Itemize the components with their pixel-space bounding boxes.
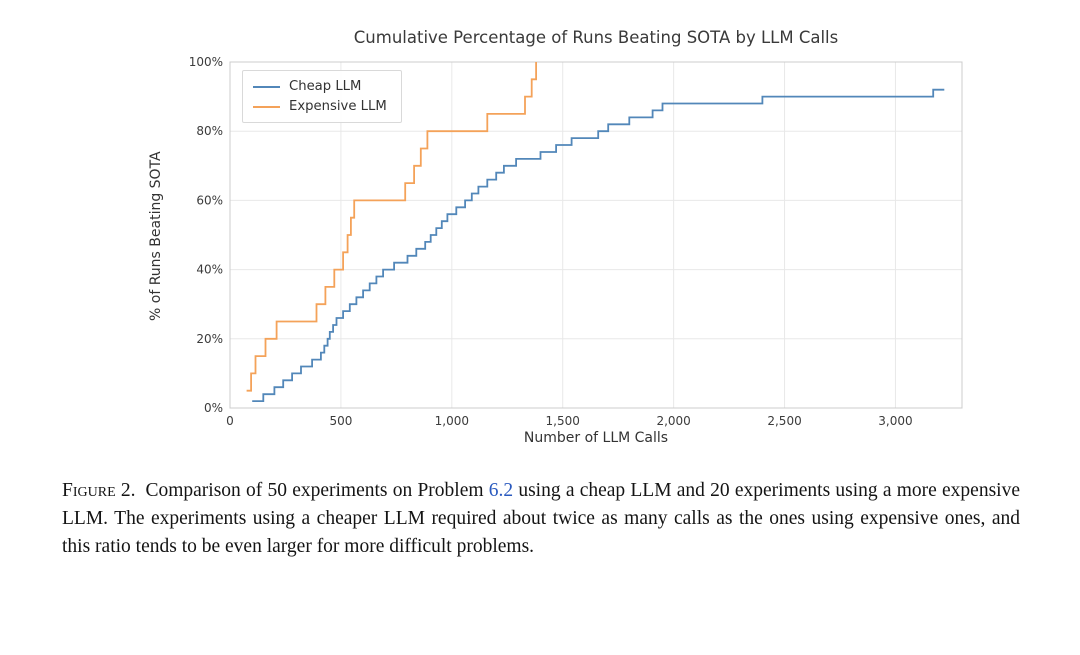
legend-item-cheap-llm: Cheap LLM xyxy=(253,80,387,93)
x-tick-label: 2,500 xyxy=(767,414,801,428)
y-axis-label: % of Runs Beating SOTA xyxy=(148,151,164,321)
figure-caption: Figure 2. Comparison of 50 experiments on… xyxy=(62,477,1020,561)
y-tick-label: 20% xyxy=(196,332,223,346)
y-tick-label: 100% xyxy=(189,55,223,69)
caption-text-after: using a cheap LLM and 20 experiments usi… xyxy=(62,480,1020,558)
series-line-cheap-llm xyxy=(252,88,945,402)
figure-label: Figure 2. xyxy=(62,480,136,501)
x-tick-label: 0 xyxy=(226,414,234,428)
problem-link[interactable]: 6.2 xyxy=(488,480,514,501)
x-tick-label: 1,000 xyxy=(435,414,469,428)
x-axis-label: Number of LLM Calls xyxy=(523,430,669,446)
plot-border xyxy=(229,61,963,409)
y-tick-label: 80% xyxy=(196,124,223,138)
legend-label-expensive-llm: Expensive LLM xyxy=(289,99,387,115)
x-tick-label: 3,000 xyxy=(878,414,912,428)
chart-title: Cumulative Percentage of Runs Beating SO… xyxy=(353,28,839,47)
series-line-expensive-llm xyxy=(246,62,537,392)
y-tick-label: 0% xyxy=(204,401,223,415)
caption-text-before: Comparison of 50 experiments on Problem xyxy=(145,480,489,501)
x-tick-label: 500 xyxy=(329,414,352,428)
cheap-llm-line-swatch xyxy=(253,85,280,88)
legend-item-expensive-llm: Expensive LLM xyxy=(253,100,387,113)
y-tick-label: 40% xyxy=(196,263,223,277)
y-tick-label: 60% xyxy=(196,193,223,207)
legend: Cheap LLM Expensive LLM xyxy=(242,70,402,124)
expensive-llm-line-swatch xyxy=(253,105,280,108)
legend-label-cheap-llm: Cheap LLM xyxy=(289,79,362,94)
plot-svg: 0 500 1,000 1,500 2,000 2,500 3,000 0% 20% 40% 60%… xyxy=(189,55,963,428)
x-tick-label: 2,000 xyxy=(656,414,690,428)
x-tick-label: 1,500 xyxy=(546,414,580,428)
